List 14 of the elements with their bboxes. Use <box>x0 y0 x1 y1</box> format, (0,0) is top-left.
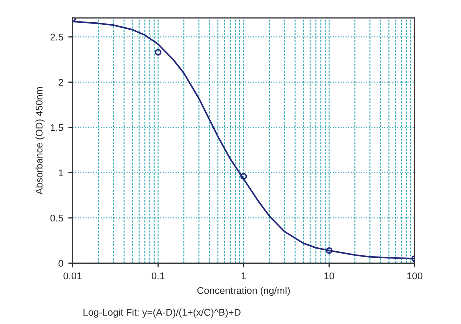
x-tick-label: 1 <box>242 272 246 280</box>
x-tick-label: 100 <box>408 272 423 280</box>
text: Log-Logit Fit: y=(A-D)/(1+(x/C)^B)+D <box>84 308 241 318</box>
x-tick-label: 0.01 <box>64 272 82 280</box>
y-tick-label: 1.5 <box>51 124 64 132</box>
x-tick-label: 10 <box>324 272 334 280</box>
y-tick-label: 2.5 <box>50 34 64 41</box>
y-tick-label: 0.5 <box>50 214 64 222</box>
y-tick-label: 2 <box>58 79 64 86</box>
x-tick-label: 0.1 <box>152 272 165 280</box>
y-tick-label: 1 <box>59 170 64 176</box>
y-axis-title: Absorbance (OD) 450nm <box>36 87 45 195</box>
y-tick-label: 0 <box>58 260 64 268</box>
x-axis-title: Concentration (ng/ml) <box>198 287 290 296</box>
